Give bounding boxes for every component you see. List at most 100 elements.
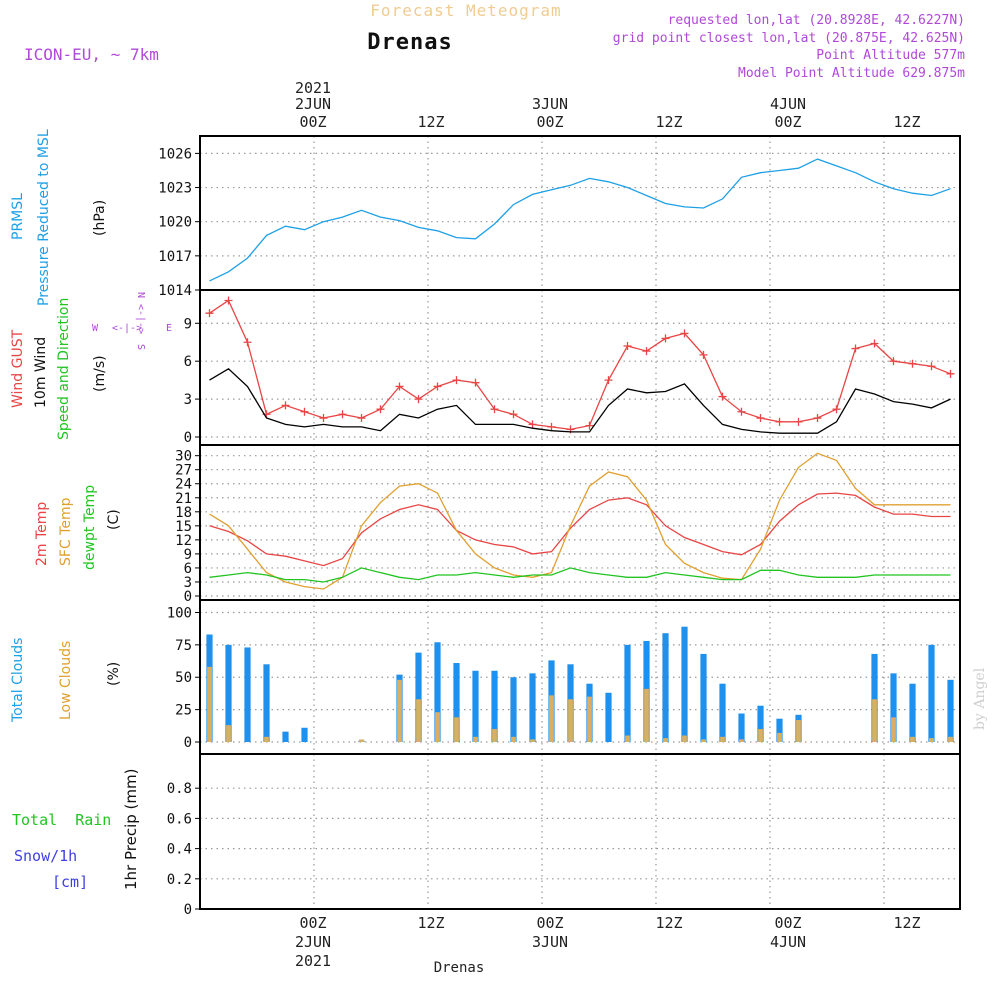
low-cloud-bar xyxy=(397,679,402,742)
gust-point xyxy=(224,296,233,305)
total-cloud-bar xyxy=(757,705,764,742)
y-tick-label: 6 xyxy=(184,354,192,370)
y-tick-label: 9 xyxy=(184,316,192,332)
y-tick-label: 18 xyxy=(175,505,192,521)
watermark: by Angel xyxy=(972,667,988,730)
precip-rain-label: Total Rain xyxy=(12,811,111,829)
prmsl-label: PRMSL xyxy=(10,193,26,240)
compass-w: W xyxy=(92,323,99,334)
marks-layer xyxy=(205,158,955,910)
top-tick-label: 12Z xyxy=(655,113,682,131)
total-cloud-bar xyxy=(909,683,916,742)
top-year-label: 2021 xyxy=(295,79,331,97)
total-cloud-bar xyxy=(624,644,631,742)
total-cloud-bar xyxy=(719,683,726,742)
gust-point xyxy=(319,414,328,423)
low-cloud-bar xyxy=(796,719,801,742)
total-cloud-bar xyxy=(928,644,935,742)
gust-point xyxy=(946,369,955,378)
y-tick-label: 0.8 xyxy=(167,781,192,797)
gust-point xyxy=(509,410,518,419)
wind-speed-dir-label: Speed and Direction xyxy=(56,298,72,440)
gust-point xyxy=(832,405,841,414)
total-cloud-bar xyxy=(453,662,460,742)
10m-wind-line xyxy=(209,367,951,434)
total-cloud-bar xyxy=(301,727,308,742)
low-cloud-bar xyxy=(758,729,763,742)
bottom-tick-label: 00Z xyxy=(536,914,563,932)
low-cloud-bar xyxy=(625,735,630,742)
total-cloud-bar xyxy=(472,670,479,742)
low-cloud-bar xyxy=(454,717,459,742)
total-cloud-bar xyxy=(681,626,688,742)
gust-point xyxy=(908,359,917,368)
gust-point xyxy=(528,420,537,429)
total-cloud-bar xyxy=(700,653,707,742)
dewpt-temp-line xyxy=(209,567,951,583)
low-cloud-bar xyxy=(435,712,440,742)
gust-point xyxy=(680,329,689,338)
gust-point xyxy=(357,414,366,423)
y-tick-label: 30 xyxy=(175,449,192,465)
bottom-tick-label: 4JUN xyxy=(770,933,806,951)
gust-point xyxy=(813,414,822,423)
gust-point xyxy=(452,376,461,385)
y-tick-label: 25 xyxy=(175,703,192,719)
gust-point xyxy=(433,382,442,391)
bottom-tick-label: 3JUN xyxy=(532,933,568,951)
gust-point xyxy=(870,339,879,348)
low-cloud-bar xyxy=(511,736,516,742)
gust-point xyxy=(376,405,385,414)
requested-coords: requested lon,lat (20.8928E, 42.6227N) xyxy=(668,13,965,28)
low-cloud-bar xyxy=(720,736,725,742)
location-title: Drenas xyxy=(367,30,452,55)
gridpoint-coords: grid point closest lon,lat (20.875E, 42.… xyxy=(613,31,965,46)
2m-temp-line xyxy=(209,492,951,567)
y-tick-label: 1020 xyxy=(158,215,192,231)
prmsl-desc-label: Pressure Reduced to MSL xyxy=(36,129,52,306)
gust-point xyxy=(338,410,347,419)
gust-point xyxy=(756,414,765,423)
gust-point xyxy=(490,405,499,414)
temp-unit: (C) xyxy=(106,509,122,530)
total-cloud-bar xyxy=(662,633,669,742)
compass-we: <-|-> xyxy=(112,323,142,334)
low-cloud-bar xyxy=(701,739,706,742)
low-cloud-bar xyxy=(948,736,953,742)
low-cloud-bar xyxy=(891,717,896,742)
gust-point xyxy=(794,417,803,426)
low-cloud-bar xyxy=(682,735,687,742)
low-cloud-bar xyxy=(492,729,497,742)
low-cloud-bar xyxy=(226,725,231,742)
total-cloud-bar xyxy=(529,673,536,742)
y-tick-label: 1026 xyxy=(158,146,192,162)
y-tick-label: 21 xyxy=(175,491,192,507)
gust-point xyxy=(300,407,309,416)
temp-2m-label: 2m Temp xyxy=(34,502,50,566)
y-tick-label: 15 xyxy=(175,519,192,535)
gust-point xyxy=(395,382,404,391)
low-cloud-bar xyxy=(739,739,744,742)
y-tick-label: 0 xyxy=(184,430,192,446)
cloud-unit: (%) xyxy=(106,662,122,686)
y-tick-label: 50 xyxy=(175,670,192,686)
total-cloud-bar xyxy=(776,718,783,742)
low-cloud-bar xyxy=(359,739,364,742)
low-cloud-bar xyxy=(644,688,649,742)
low-cloud-bar xyxy=(473,736,478,742)
compass-s: S xyxy=(135,344,146,350)
y-ticks-layer: 1014101710201023102603690369121518212427… xyxy=(158,146,200,918)
y-tick-label: 100 xyxy=(167,605,192,621)
chart-title: Forecast Meteogram xyxy=(370,1,561,20)
y-tick-label: 75 xyxy=(175,638,192,654)
temp-sfc-label: SFC Temp xyxy=(58,497,74,566)
y-tick-label: 1014 xyxy=(158,283,192,299)
y-tick-label: 1023 xyxy=(158,181,192,197)
gust-point xyxy=(775,417,784,426)
top-tick-label: 12Z xyxy=(417,113,444,131)
bottom-tick-label: 12Z xyxy=(417,914,444,932)
total-cloud-bar xyxy=(890,673,897,742)
gust-point xyxy=(547,422,556,431)
low-cloud-bar xyxy=(777,732,782,742)
cloud-low-label: Low Clouds xyxy=(58,641,74,720)
